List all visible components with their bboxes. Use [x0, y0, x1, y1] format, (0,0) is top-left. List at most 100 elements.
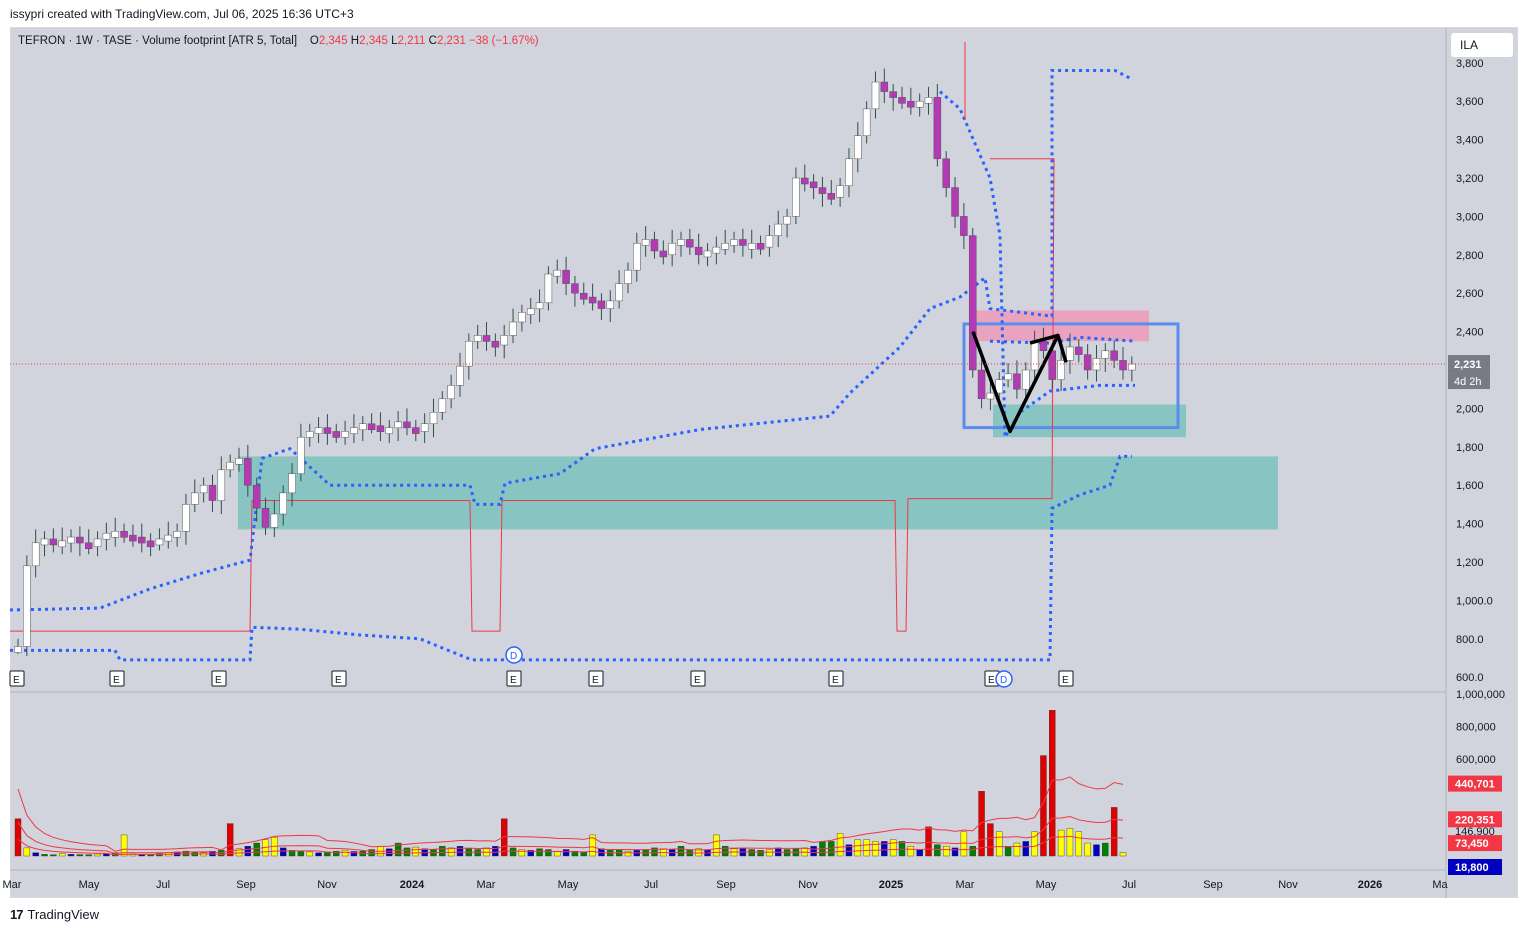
candle-body [862, 108, 871, 137]
volume-average-line [17, 815, 1124, 855]
candle-body [535, 302, 544, 310]
candle-body [880, 81, 889, 92]
candle-body [270, 513, 279, 528]
candle-body [597, 300, 606, 309]
candle-body [394, 421, 402, 429]
volume-bar [757, 850, 764, 857]
current-price-label: 2,231 [1454, 359, 1482, 371]
price-tick-label: 1,800 [1456, 442, 1484, 454]
volume-bar [32, 852, 39, 857]
price-tick-label: 3,600 [1456, 96, 1484, 108]
candle-body [933, 97, 942, 160]
price-tick-label: 2,800 [1456, 250, 1484, 262]
candle-body [509, 321, 517, 336]
candle-body [84, 542, 93, 550]
volume-bar [394, 842, 402, 857]
volume-bar [235, 848, 243, 857]
volume-bar [987, 823, 994, 857]
recent-band-line [939, 90, 1135, 443]
candle-body [801, 177, 809, 185]
candle-body [199, 484, 208, 494]
support-zone-large [238, 456, 1278, 530]
candle-body [40, 538, 49, 546]
volume-bar [23, 847, 31, 857]
candle-body [968, 235, 977, 371]
volume-bar [1102, 842, 1109, 857]
candle-body [580, 292, 588, 300]
volume-bar [67, 854, 75, 857]
time-tick-label: Jul [644, 879, 658, 891]
earnings-marker [109, 670, 125, 687]
volume-upper-band-line [17, 776, 1124, 852]
volume-bar [898, 841, 906, 857]
candle-body [120, 531, 128, 538]
candle-body [783, 216, 791, 225]
candle-body [1057, 360, 1065, 380]
candle-body [359, 423, 367, 431]
candle-body [721, 243, 729, 250]
volume-bar [14, 818, 22, 857]
volume-bar [925, 826, 932, 857]
candle-body [526, 308, 535, 315]
time-tick-label: May [1036, 879, 1057, 891]
candle-body [845, 158, 853, 186]
candle-body [1101, 350, 1110, 359]
candle-body [694, 246, 703, 256]
candle-body [482, 335, 491, 342]
volume-level-badge [1448, 835, 1502, 852]
candle-body [756, 243, 765, 250]
range-box [962, 322, 1180, 430]
open-value: 2,345 [318, 35, 348, 47]
candle-body [792, 177, 800, 217]
volume-bar [94, 853, 101, 857]
volume-bar [695, 848, 702, 857]
currency-button[interactable]: ILA [1450, 32, 1514, 58]
earnings-label: E [13, 675, 20, 686]
volume-bar [1004, 846, 1012, 857]
volume-bar [306, 851, 313, 857]
upper-range-line [989, 335, 1136, 345]
candle-body [191, 492, 199, 505]
volume-bar [651, 847, 658, 857]
candle-body [624, 269, 632, 284]
volume-bar [50, 854, 57, 857]
close-value: 2,231 [436, 35, 466, 47]
volume-bar [368, 849, 375, 857]
time-tick-label: 2024 [400, 879, 425, 891]
price-tick-label: 1,400 [1456, 519, 1484, 531]
price-tick-label: 2,600 [1456, 288, 1484, 300]
candle-body [1128, 363, 1136, 371]
time-tick-label: 2026 [1358, 879, 1382, 891]
tradingview-logo-icon: 17 [10, 907, 24, 922]
volume-bar [253, 842, 260, 857]
candle-body [182, 504, 190, 532]
volume-bar [934, 844, 941, 857]
volume-bar [41, 854, 48, 857]
earnings-marker [690, 670, 706, 687]
candle-body [376, 425, 385, 432]
volume-bar [960, 831, 968, 857]
candle-body [562, 269, 570, 284]
symbol-label[interactable]: TEFRON · 1W · TASE · Volume footprint [A… [18, 35, 298, 47]
candle-body [951, 187, 959, 217]
volume-bar [244, 846, 252, 857]
arrow-head-drawing [1029, 333, 1059, 345]
candle-body [305, 431, 314, 438]
tradingview-footer[interactable]: 17 TradingView [10, 907, 99, 922]
price-tick-label: 1,600 [1456, 480, 1484, 492]
candle-body [871, 81, 880, 110]
candle-body [1048, 350, 1057, 380]
volume-bar [589, 834, 596, 857]
volume-bar [571, 850, 579, 857]
volume-bar [412, 846, 419, 857]
volume-bar [1040, 755, 1047, 857]
time-tick-label: Mar [477, 879, 496, 891]
volume-bar [76, 854, 84, 857]
time-tick-label: Nov [1278, 879, 1298, 891]
time-tick-label: Mar [956, 879, 975, 891]
price-tick-label: 2,400 [1456, 327, 1484, 339]
volume-bar [677, 846, 685, 857]
volume-bar [836, 833, 844, 857]
volume-level-badge [1448, 811, 1502, 828]
